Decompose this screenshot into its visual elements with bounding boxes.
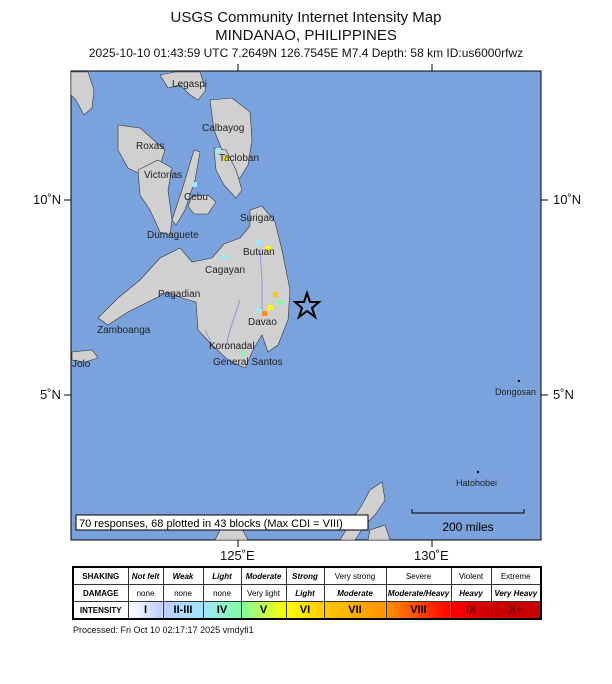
samar-land [209, 97, 253, 179]
intensity-legend: SHAKING Not felt Weak Light Moderate Strong Ve… [72, 566, 542, 620]
city-label: Roxas [136, 141, 164, 152]
legend-shaking-cell: Weak [162, 566, 204, 585]
star-icon [292, 289, 322, 320]
graticule-ticks [64, 64, 548, 547]
legend-row-label: INTENSITY [72, 601, 129, 620]
lon-label: 130˚E [414, 548, 449, 563]
lat-label-left: 5˚N [40, 387, 61, 402]
cdi-block [266, 246, 271, 251]
cdi-block [268, 305, 273, 310]
city-label: Butuan [243, 247, 275, 258]
legend-shaking-cell: Violent [450, 566, 492, 585]
lon-label: 125˚E [220, 548, 255, 563]
event-info: 2025-10-10 01:43:59 UTC 7.2649N 126.7545… [88, 46, 524, 60]
cdi-block [256, 308, 261, 313]
legend-intensity-cell: IX [450, 601, 492, 620]
legend-intensity-cell: IV [202, 601, 242, 620]
region-title: MINDANAO, PHILIPPINES [215, 27, 397, 44]
legend-intensity-cell: X+ [490, 601, 542, 620]
legend-damage-cell: Heavy [450, 584, 492, 602]
legend-intensity-cell: VII [323, 601, 387, 620]
summary-box [75, 514, 369, 531]
legend-damage-cell: Light [285, 584, 325, 602]
legend-shaking-cell: Extreme [490, 566, 542, 585]
cdi-block [216, 148, 221, 153]
processed-timestamp: Processed: Fri Oct 10 02:17:17 2025 vmdy… [73, 625, 254, 635]
city-label: Koronadal [209, 341, 255, 352]
cdi-block [273, 292, 278, 297]
legend-intensity-cell: II-III [162, 601, 204, 620]
legend-damage-cell: none [127, 584, 164, 602]
summary-text: 70 responses, 68 plotted in 43 blocks (M… [79, 518, 343, 530]
negros-land [137, 159, 173, 236]
cdi-block [192, 182, 197, 187]
city-label: Surigao [240, 213, 275, 224]
legend-row-label: SHAKING [72, 566, 129, 585]
city-label: Pagadian [158, 289, 200, 300]
legend-shaking-cell: Not felt [127, 566, 164, 585]
cdi-block [224, 156, 229, 161]
cebu-land [171, 149, 201, 226]
lat-label-right: 10˚N [553, 192, 582, 207]
city-label: Calbayog [202, 123, 244, 134]
city-label: Victorias [144, 170, 182, 181]
legend-intensity-cell: VIII [385, 601, 452, 620]
leyte-land [213, 147, 243, 199]
city-label: Hatohobei [456, 478, 497, 488]
bohol-land [187, 194, 217, 215]
legend-shaking-cell: Strong [285, 566, 325, 585]
city-label: Zamboanga [97, 325, 151, 336]
mindanao-land [97, 205, 291, 369]
scale-bar [411, 509, 525, 514]
legend-shaking-cell: Very strong [323, 566, 387, 585]
city-label: Davao [248, 317, 277, 328]
legend-damage-cell: Moderate/Heavy [385, 584, 452, 602]
landmasses [70, 71, 391, 541]
legend-damage-cell: Moderate [323, 584, 387, 602]
bicol-land [159, 71, 207, 101]
scale-label: 200 miles [442, 520, 493, 534]
cdi-block [222, 255, 227, 260]
cdi-block [262, 311, 267, 316]
legend-shaking-cell: Light [202, 566, 242, 585]
legend-intensity-cell: I [127, 601, 164, 620]
lat-label-left: 10˚N [33, 192, 62, 207]
lat-label-right: 5˚N [553, 387, 574, 402]
city-label: Cebu [184, 192, 208, 203]
legend-intensity-cell: V [240, 601, 287, 620]
city-dot [476, 470, 480, 474]
legend-shaking-cell: Moderate [240, 566, 287, 585]
legend-shaking-cell: Severe [385, 566, 452, 585]
legend-damage-cell: none [202, 584, 242, 602]
jolo-land [71, 349, 99, 363]
cdi-block [256, 240, 261, 245]
luzon-land [70, 71, 95, 116]
city-labels: Legaspi Calbayog Roxas Tacloban Victoria… [72, 79, 536, 488]
city-dot [517, 379, 521, 383]
rivers [204, 249, 263, 351]
intensity-map: Legaspi Calbayog Roxas Tacloban Victoria… [64, 64, 548, 547]
city-label: Legaspi [172, 79, 207, 90]
cdi-blocks [192, 148, 283, 356]
island-land [367, 524, 391, 541]
city-label: Dumaguete [147, 230, 199, 241]
cdi-block [278, 300, 283, 305]
cdi-block [241, 351, 246, 356]
legend-damage-cell: Very Heavy [490, 584, 542, 602]
city-label: Dongosan [495, 387, 536, 397]
legend-intensity-cell: VI [285, 601, 325, 620]
city-label: Cagayan [205, 265, 245, 276]
city-label: General Santos [213, 357, 283, 368]
city-label: Jolo [72, 359, 91, 370]
legend-damage-cell: Very light [240, 584, 287, 602]
legend-damage-cell: none [162, 584, 204, 602]
city-label: Tacloban [219, 153, 259, 164]
map-title: USGS Community Internet Intensity Map [170, 9, 442, 26]
legend-row-label: DAMAGE [72, 584, 129, 602]
